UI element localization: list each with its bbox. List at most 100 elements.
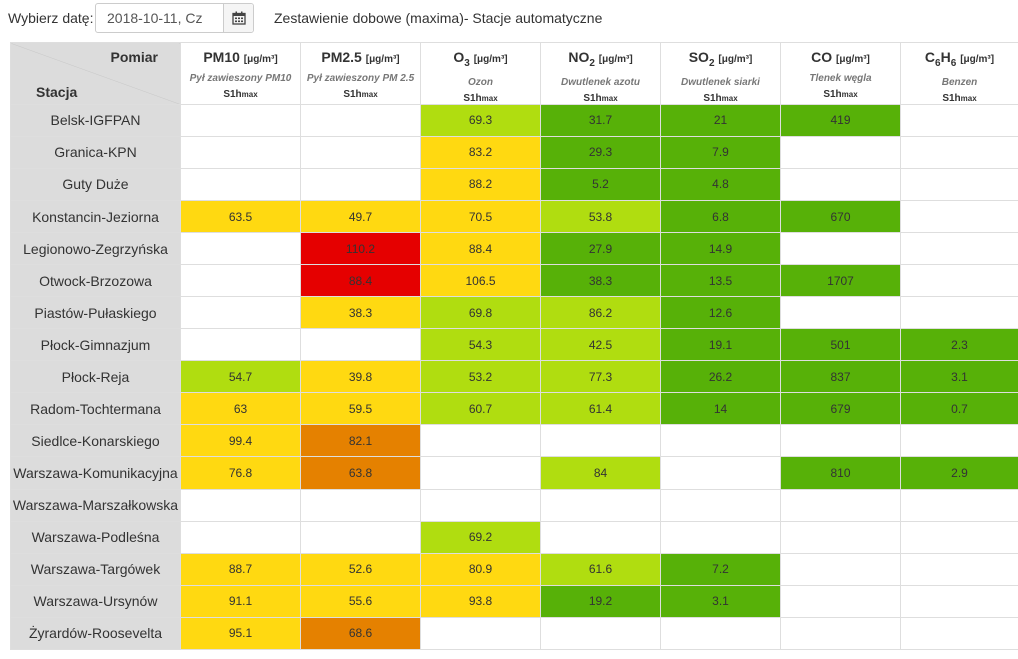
measurement-cell[interactable]: 88.7 (180, 552, 301, 586)
station-name[interactable]: Otwock-Brzozowa (10, 264, 181, 298)
measurement-cell[interactable]: 12.6 (660, 296, 781, 330)
measurement-cell[interactable]: 80.9 (420, 552, 541, 586)
calendar-button[interactable] (223, 4, 253, 32)
table-row: Piastów-Pułaskiego 38.3 69.8 86.2 12.6 (10, 296, 1018, 330)
measurement-cell[interactable]: 810 (780, 456, 901, 490)
station-name[interactable]: Warszawa-Podleśna (10, 520, 181, 554)
measurement-cell[interactable]: 77.3 (540, 360, 661, 394)
measurement-cell[interactable]: 53.2 (420, 360, 541, 394)
measurement-cell[interactable]: 31.7 (540, 103, 661, 137)
station-name[interactable]: Piastów-Pułaskiego (10, 296, 181, 330)
measurement-cell[interactable]: 88.4 (300, 264, 421, 298)
measurement-cell[interactable]: 13.5 (660, 264, 781, 298)
pollutant-header[interactable]: CO [μg/m³] Tlenek węgla S1hmax (780, 42, 901, 105)
measurement-cell[interactable]: 95.1 (180, 616, 301, 651)
station-name[interactable]: Legionowo-Zegrzyńska (10, 232, 181, 266)
station-name[interactable]: Warszawa-Ursynów (10, 584, 181, 618)
measurement-cell[interactable]: 26.2 (660, 360, 781, 394)
station-name[interactable]: Warszawa-Targówek (10, 552, 181, 586)
measurement-cell[interactable]: 63.8 (300, 456, 421, 490)
measurement-cell[interactable]: 501 (780, 328, 901, 362)
station-name[interactable]: Radom-Tochtermana (10, 392, 181, 426)
pollutant-header[interactable]: C6H6 [μg/m³] Benzen S1hmax (900, 42, 1018, 105)
measurement-cell[interactable]: 27.9 (540, 232, 661, 266)
measurement-cell[interactable]: 670 (780, 199, 901, 234)
measurement-cell[interactable]: 54.7 (180, 360, 301, 394)
measurement-cell[interactable]: 7.9 (660, 135, 781, 169)
measurement-cell (180, 167, 301, 201)
measurement-cell[interactable]: 679 (780, 392, 901, 426)
measurement-cell[interactable]: 14 (660, 392, 781, 426)
measurement-cell[interactable]: 4.8 (660, 167, 781, 201)
measurement-cell[interactable]: 99.4 (180, 424, 301, 458)
measurement-cell[interactable]: 61.6 (540, 552, 661, 586)
station-name[interactable]: Belsk-IGFPAN (10, 103, 181, 137)
station-name[interactable]: Warszawa-Marszałkowska (10, 488, 181, 522)
measurement-cell[interactable]: 110.2 (300, 232, 421, 266)
measurement-cell[interactable]: 70.5 (420, 199, 541, 234)
measurement-cell[interactable]: 5.2 (540, 167, 661, 201)
station-name[interactable]: Siedlce-Konarskiego (10, 424, 181, 458)
measurement-cell[interactable]: 60.7 (420, 392, 541, 426)
measurement-cell[interactable]: 59.5 (300, 392, 421, 426)
measurement-cell[interactable]: 38.3 (540, 264, 661, 298)
measurement-cell[interactable]: 83.2 (420, 135, 541, 169)
measurement-cell[interactable]: 63 (180, 392, 301, 426)
station-name[interactable]: Guty Duże (10, 167, 181, 201)
pollutant-name: C6H6 [μg/m³] (924, 49, 995, 69)
measurement-cell[interactable]: 0.7 (900, 392, 1018, 426)
measurement-cell[interactable]: 3.1 (660, 584, 781, 618)
measurement-cell[interactable]: 52.6 (300, 552, 421, 586)
station-name[interactable]: Warszawa-Komunikacyjna (10, 456, 181, 490)
table-header-row: Pomiar Stacja PM10 [μg/m³] Pył zawieszony… (10, 42, 1018, 105)
measurement-cell[interactable]: 106.5 (420, 264, 541, 298)
measurement-cell[interactable]: 76.8 (180, 456, 301, 490)
measurement-cell[interactable]: 19.1 (660, 328, 781, 362)
measurement-cell[interactable]: 6.8 (660, 199, 781, 234)
measurement-cell[interactable]: 39.8 (300, 360, 421, 394)
measurement-cell[interactable]: 69.2 (420, 520, 541, 554)
station-name[interactable]: Żyrardów-Roosevelta (10, 616, 181, 651)
measurement-cell[interactable]: 54.3 (420, 328, 541, 362)
measurement-cell[interactable]: 7.2 (660, 552, 781, 586)
measurement-cell[interactable]: 88.4 (420, 232, 541, 266)
measurement-cell (660, 488, 781, 522)
measurement-cell[interactable]: 69.3 (420, 103, 541, 137)
measurement-cell[interactable]: 53.8 (540, 199, 661, 234)
measurement-cell[interactable]: 49.7 (300, 199, 421, 234)
date-input[interactable] (96, 4, 222, 32)
measurement-cell[interactable]: 19.2 (540, 584, 661, 618)
measurement-cell[interactable]: 84 (540, 456, 661, 490)
station-name[interactable]: Płock-Gimnazjum (10, 328, 181, 362)
measurement-cell[interactable]: 29.3 (540, 135, 661, 169)
measurement-cell[interactable]: 86.2 (540, 296, 661, 330)
measurement-cell[interactable]: 2.9 (900, 456, 1018, 490)
station-name[interactable]: Płock-Reja (10, 360, 181, 394)
measurement-cell[interactable]: 55.6 (300, 584, 421, 618)
pollutant-header[interactable]: O3 [μg/m³] Ozon S1hmax (420, 42, 541, 105)
measurement-cell[interactable]: 91.1 (180, 584, 301, 618)
pollutant-header[interactable]: SO2 [μg/m³] Dwutlenek siarki S1hmax (660, 42, 781, 105)
measurement-cell[interactable]: 3.1 (900, 360, 1018, 394)
measurement-cell[interactable]: 837 (780, 360, 901, 394)
pollutant-header[interactable]: PM10 [μg/m³] Pył zawieszony PM10 S1hmax (180, 42, 301, 105)
station-name[interactable]: Granica-KPN (10, 135, 181, 169)
measurement-cell[interactable]: 93.8 (420, 584, 541, 618)
measurement-cell[interactable]: 61.4 (540, 392, 661, 426)
date-picker[interactable] (95, 3, 254, 33)
measurement-cell[interactable]: 2.3 (900, 328, 1018, 362)
pollutant-header[interactable]: NO2 [μg/m³] Dwutlenek azotu S1hmax (540, 42, 661, 105)
measurement-cell[interactable]: 419 (780, 103, 901, 137)
station-name[interactable]: Konstancin-Jeziorna (10, 199, 181, 234)
measurement-cell[interactable]: 21 (660, 103, 781, 137)
measurement-cell[interactable]: 14.9 (660, 232, 781, 266)
measurement-cell[interactable]: 1707 (780, 264, 901, 298)
pollutant-header[interactable]: PM2.5 [μg/m³] Pył zawieszony PM 2.5 S1hmax (300, 42, 421, 105)
measurement-cell[interactable]: 82.1 (300, 424, 421, 458)
measurement-cell[interactable]: 63.5 (180, 199, 301, 234)
measurement-cell[interactable]: 38.3 (300, 296, 421, 330)
measurement-cell[interactable]: 42.5 (540, 328, 661, 362)
measurement-cell[interactable]: 68.6 (300, 616, 421, 651)
measurement-cell[interactable]: 88.2 (420, 167, 541, 201)
measurement-cell[interactable]: 69.8 (420, 296, 541, 330)
